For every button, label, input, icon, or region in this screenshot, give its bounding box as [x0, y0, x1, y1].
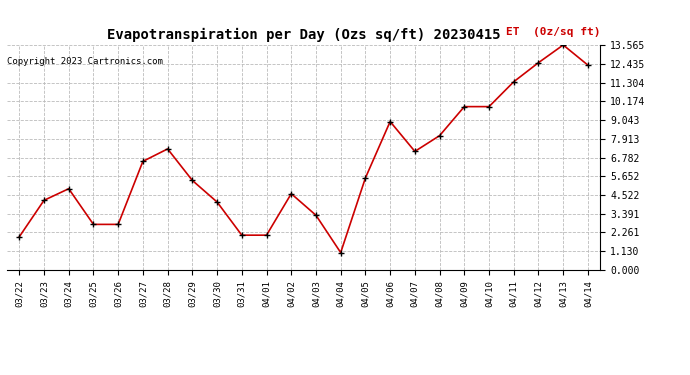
Text: ET  (0z/sq ft): ET (0z/sq ft) — [506, 27, 600, 37]
Text: Copyright 2023 Cartronics.com: Copyright 2023 Cartronics.com — [7, 57, 163, 66]
Title: Evapotranspiration per Day (Ozs sq/ft) 20230415: Evapotranspiration per Day (Ozs sq/ft) 2… — [107, 28, 500, 42]
